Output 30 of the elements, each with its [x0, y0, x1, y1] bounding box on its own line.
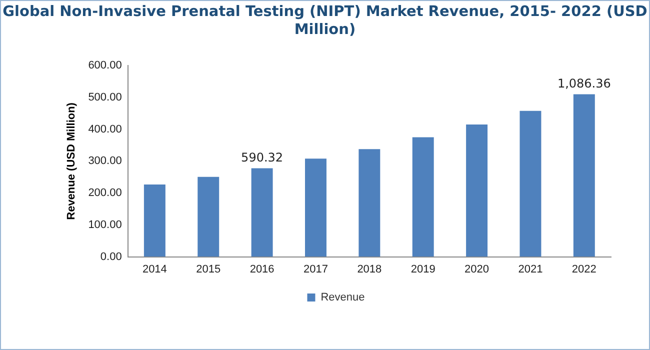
x-tick-label: 2020 — [464, 263, 490, 276]
x-tick-label: 2016 — [250, 263, 274, 276]
bar — [305, 158, 326, 257]
y-tick-label: 500.00 — [88, 92, 122, 104]
bar — [251, 168, 273, 257]
y-axis-title: Revenue (USD Million) — [66, 102, 78, 220]
annotation: 590.32 — [241, 150, 284, 164]
y-tick-label: 300.00 — [88, 155, 122, 168]
bar — [358, 149, 380, 257]
x-tick-label: 2015 — [196, 263, 221, 276]
y-tick-label: 400.00 — [88, 123, 122, 136]
annotation: 1,086.36 — [557, 76, 611, 90]
y-tick-label: 600.00 — [88, 60, 122, 72]
bar — [412, 137, 434, 257]
bar — [520, 110, 542, 257]
y-tick-label: 200.00 — [88, 187, 122, 200]
bar — [573, 94, 595, 257]
y-tick-label: 0.00 — [100, 250, 122, 263]
x-tick-label: 2022 — [572, 263, 596, 276]
bar — [144, 184, 166, 257]
bar — [198, 176, 220, 257]
x-tick-label: 2018 — [357, 263, 382, 276]
x-tick-label: 2021 — [518, 263, 543, 276]
bar — [466, 124, 488, 257]
x-tick-label: 2017 — [303, 263, 328, 276]
x-tick-label: 2019 — [410, 263, 436, 276]
x-tick-label: 2014 — [142, 263, 167, 276]
legend-label: Revenue — [320, 292, 365, 304]
chart-title: Global Non-Invasive Prenatal Testing (NIPT) Market Revenue, 2015- 2022 (USD Million) — [2, 3, 648, 39]
y-tick-label: 100.00 — [88, 218, 122, 231]
